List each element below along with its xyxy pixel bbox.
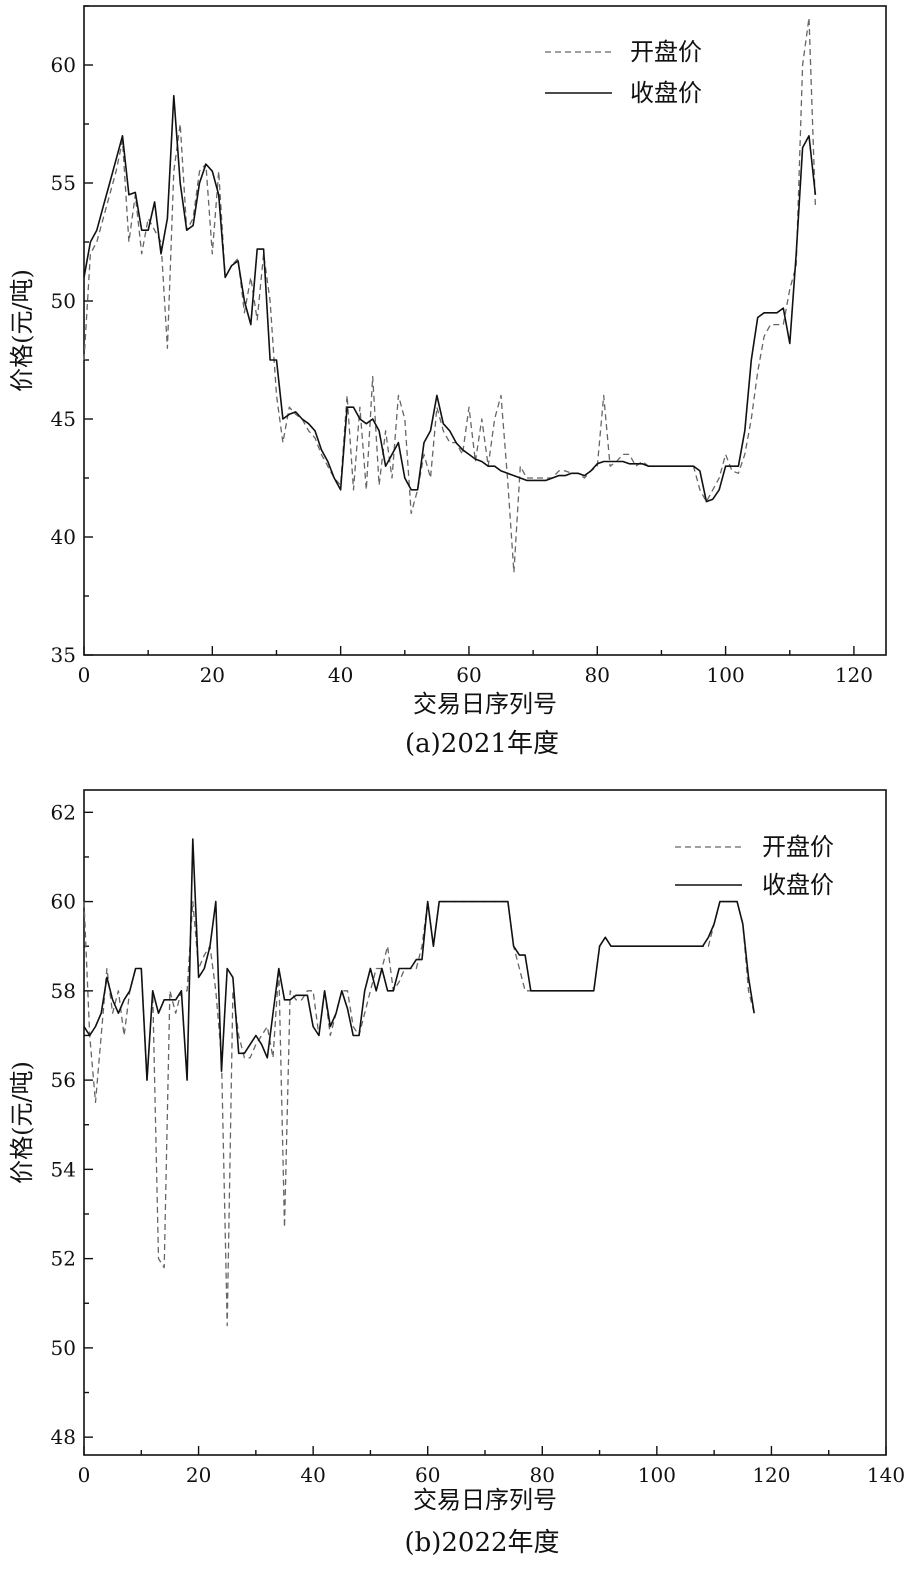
y-axis-title: 价格(元/吨) [8, 269, 36, 392]
y-tick-label: 54 [51, 1157, 76, 1181]
x-tick-label: 20 [200, 663, 225, 687]
x-axis-title: 交易日序列号 [413, 1486, 557, 1514]
series-line-open [83, 900, 755, 1327]
plot-frame [83, 5, 887, 656]
y-tick-label: 60 [51, 53, 76, 77]
x-tick-label: 60 [415, 1463, 440, 1487]
x-tick-label: 120 [835, 663, 873, 687]
chart-panel-1: 0 20 40 60 80 100 120 140 48 50 52 54 56 58 60 62 交易日序列号… [8, 789, 905, 1558]
x-tick-label: 20 [186, 1463, 211, 1487]
x-tick-label: 100 [707, 663, 745, 687]
y-tick-label: 62 [51, 800, 76, 824]
y-tick-label: 60 [51, 890, 76, 914]
chart-caption: (b)2022年度 [404, 1528, 559, 1558]
x-tick-label: 0 [78, 1463, 91, 1487]
x-tick-label: 0 [78, 663, 91, 687]
y-tick-label: 58 [51, 979, 76, 1003]
legend-label: 开盘价 [762, 833, 834, 861]
x-tick-label: 80 [530, 1463, 555, 1487]
chart-caption: (a)2021年度 [405, 729, 559, 759]
series-line-open [83, 17, 817, 574]
x-axis-title: 交易日序列号 [413, 690, 557, 718]
y-tick-label: 52 [51, 1247, 76, 1271]
x-tick-label: 120 [752, 1463, 790, 1487]
x-tick-label: 60 [456, 663, 481, 687]
x-tick-label: 140 [867, 1463, 905, 1487]
x-tick-label: 40 [328, 663, 353, 687]
legend-label: 开盘价 [630, 38, 702, 66]
x-tick-label: 40 [300, 1463, 325, 1487]
chart-panel-0: 0 20 40 60 80 100 120 35 40 45 50 55 60 交易日序列号 价格(元/吨)… [8, 5, 887, 759]
series-line-close [83, 838, 755, 1081]
y-tick-label: 56 [51, 1068, 76, 1092]
x-tick-label: 100 [638, 1463, 676, 1487]
x-tick-label: 80 [585, 663, 610, 687]
y-tick-label: 35 [51, 643, 76, 667]
y-tick-label: 40 [51, 525, 76, 549]
y-axis-title: 价格(元/吨) [8, 1061, 36, 1184]
series-line-close [83, 94, 817, 503]
legend-label: 收盘价 [630, 79, 702, 107]
y-tick-label: 50 [51, 1336, 76, 1360]
y-tick-label: 45 [51, 407, 76, 431]
y-tick-label: 48 [51, 1425, 76, 1449]
y-tick-label: 50 [51, 289, 76, 313]
y-tick-label: 55 [51, 171, 76, 195]
legend-label: 收盘价 [762, 871, 834, 899]
